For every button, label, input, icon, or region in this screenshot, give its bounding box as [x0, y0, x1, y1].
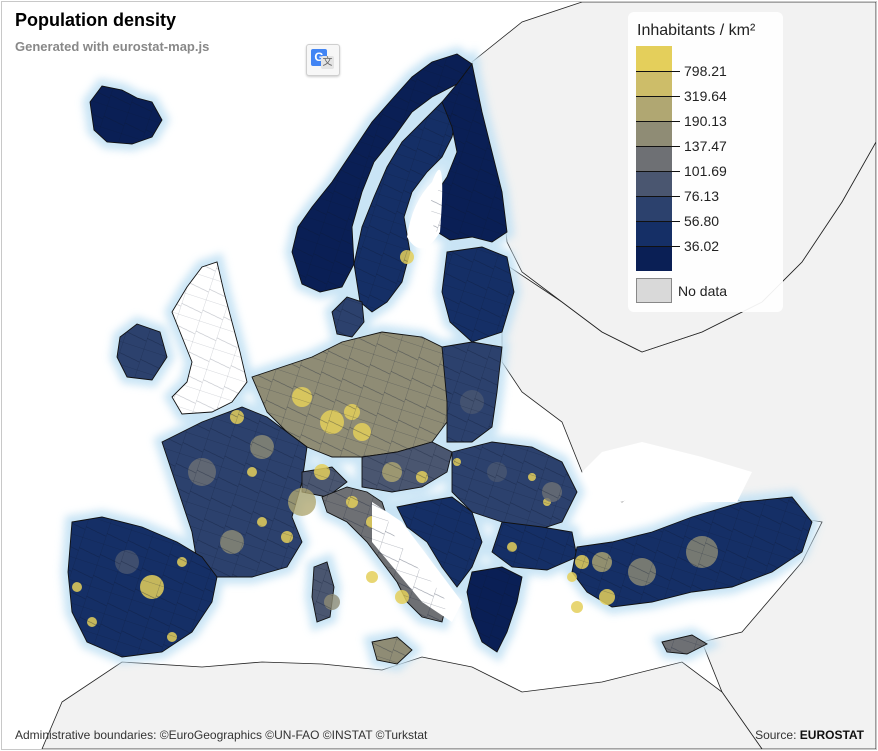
attribution-text: Administrative boundaries: ©EuroGeograph… — [15, 728, 428, 742]
legend-tick — [636, 196, 680, 197]
source-credit: Source: EUROSTAT — [755, 728, 864, 742]
legend-swatch — [636, 121, 672, 146]
region-boundaries — [68, 54, 812, 664]
legend-swatch — [636, 196, 672, 221]
legend-threshold-label: 36.02 — [684, 238, 720, 254]
region-subdivisions — [362, 442, 452, 492]
legend-no-data-label: No data — [678, 283, 728, 299]
region-subdivisions — [117, 324, 167, 380]
region-subdivisions — [662, 635, 707, 654]
legend-no-data-swatch — [636, 278, 672, 303]
source-prefix: Source: — [755, 728, 797, 742]
legend-swatch — [636, 46, 672, 71]
region-subdivisions — [442, 342, 502, 442]
legend-threshold-label: 76.13 — [684, 188, 720, 204]
legend-swatch — [636, 171, 672, 196]
legend-swatch — [636, 221, 672, 246]
high-density-area[interactable] — [366, 571, 378, 583]
legend: Inhabitants / km² 798.21 319.64 190.13 137.… — [628, 12, 783, 312]
region-subdivisions — [354, 102, 457, 312]
legend-swatch — [636, 71, 672, 96]
legend-tick — [636, 96, 680, 97]
legend-threshold-label: 798.21 — [684, 63, 727, 79]
legend-threshold-label: 319.64 — [684, 88, 727, 104]
region-subdivisions — [452, 442, 577, 532]
region-subdivisions — [302, 467, 347, 497]
high-density-area[interactable] — [571, 601, 583, 613]
translate-glyph-icon: 文 — [321, 56, 334, 69]
region-subdivisions — [252, 332, 452, 457]
google-translate-button[interactable]: G 文 — [306, 44, 340, 76]
region-subdivisions — [172, 262, 247, 414]
region-subdivisions — [492, 522, 577, 570]
region-subdivisions — [572, 497, 812, 607]
legend-threshold-label: 137.47 — [684, 138, 727, 154]
region-subdivisions — [162, 407, 307, 577]
legend-tick — [636, 71, 680, 72]
legend-swatch — [636, 146, 672, 171]
legend-tick — [636, 171, 680, 172]
legend-tick — [636, 221, 680, 222]
legend-tick — [636, 246, 680, 247]
legend-swatch — [636, 96, 672, 121]
source-name: EUROSTAT — [799, 728, 864, 742]
region-subdivisions — [68, 517, 217, 657]
region-subdivisions — [430, 64, 507, 242]
legend-threshold-label: 101.69 — [684, 163, 727, 179]
region-subdivisions — [90, 86, 162, 144]
region-subdivisions — [292, 54, 472, 292]
legend-swatch — [636, 246, 672, 271]
map-subtitle: Generated with eurostat-map.js — [15, 39, 210, 54]
legend-threshold-label: 190.13 — [684, 113, 727, 129]
region-subdivisions — [397, 497, 482, 587]
legend-tick — [636, 121, 680, 122]
region-subdivisions — [467, 567, 522, 652]
region-subdivisions — [322, 487, 447, 622]
map-title: Population density — [15, 10, 177, 30]
legend-title: Inhabitants / km² — [637, 22, 756, 39]
legend-threshold-label: 56.80 — [684, 213, 720, 229]
region-subdivisions — [332, 297, 364, 337]
region-subdivisions — [312, 562, 334, 622]
region-subdivisions — [442, 247, 514, 342]
region-subdivisions — [372, 637, 412, 664]
legend-tick — [636, 146, 680, 147]
